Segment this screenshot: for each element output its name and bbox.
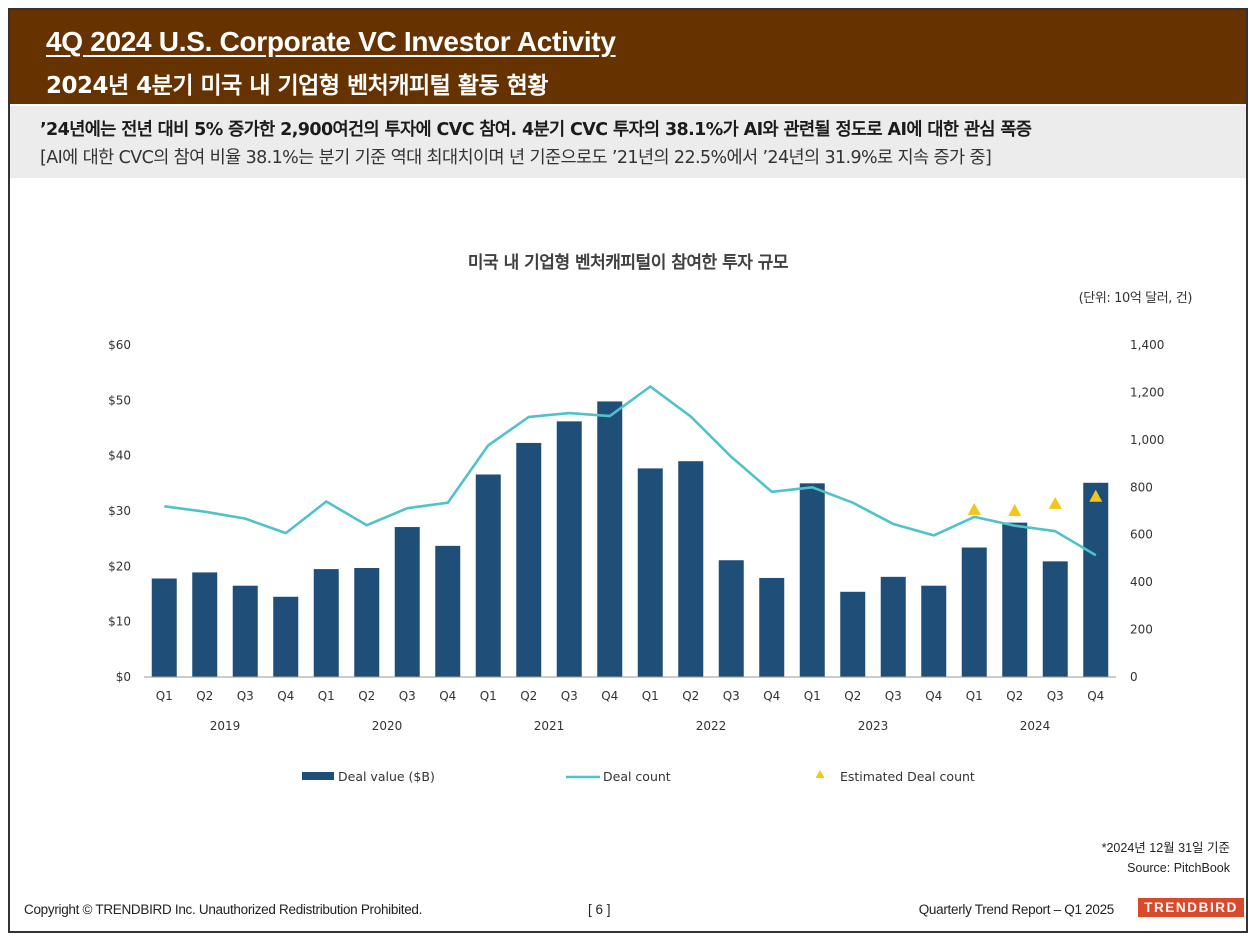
left-axis-tick-label: $10 bbox=[108, 615, 131, 629]
right-axis-tick-label: 200 bbox=[1130, 623, 1153, 637]
bar-deal-value bbox=[961, 547, 987, 677]
footnote-date: *2024년 12월 31일 기준 bbox=[1101, 841, 1230, 855]
bar-deal-value bbox=[1083, 482, 1109, 677]
bar-deal-value bbox=[313, 569, 339, 677]
bar-deal-value bbox=[718, 560, 744, 677]
bar-deal-value bbox=[192, 572, 218, 677]
copyright-text: Copyright © TRENDBIRD Inc. Unauthorized … bbox=[24, 902, 423, 917]
left-axis-tick-label: $50 bbox=[108, 393, 131, 407]
bar-deal-value bbox=[759, 577, 785, 677]
bar-deal-value bbox=[556, 421, 582, 677]
bar-deal-value bbox=[840, 591, 866, 677]
footnote: *2024년 12월 31일 기준 Source: PitchBook bbox=[1102, 838, 1230, 878]
legend-label-deal-value: Deal value ($B) bbox=[338, 769, 435, 784]
x-axis-year-label: 2024 bbox=[1020, 719, 1051, 733]
page-subtitle: 2024년 4분기 미국 내 기업형 벤처캐피털 활동 현황 bbox=[46, 73, 548, 99]
bar-deal-value bbox=[273, 596, 299, 677]
bar-deal-value bbox=[354, 567, 380, 677]
right-axis-tick-label: 800 bbox=[1130, 480, 1153, 494]
left-axis-tick-label: $30 bbox=[108, 504, 131, 518]
x-axis-year-label: 2022 bbox=[696, 719, 727, 733]
line-deal-count bbox=[164, 385, 1097, 557]
x-axis-tick-label: Q3 bbox=[1047, 689, 1064, 703]
bar-deal-value bbox=[1042, 561, 1068, 677]
x-axis-tick-label: Q1 bbox=[804, 689, 821, 703]
bar-deal-value bbox=[232, 585, 258, 677]
bar-deal-value bbox=[678, 461, 704, 677]
summary-detail: [AI에 대한 CVC의 참여 비율 38.1%는 분기 기준 역대 최대치이며… bbox=[40, 148, 992, 168]
x-axis-year-label: 2020 bbox=[372, 719, 403, 733]
legend-swatch-deal-value bbox=[302, 772, 334, 780]
x-axis-tick-label: Q4 bbox=[601, 689, 618, 703]
legend-label-estimated-deal-count: Estimated Deal count bbox=[840, 769, 975, 784]
x-axis-tick-label: Q4 bbox=[277, 689, 294, 703]
right-axis-tick-label: 600 bbox=[1130, 528, 1153, 542]
left-axis-tick-label: $40 bbox=[108, 449, 131, 463]
legend-label-deal-count: Deal count bbox=[603, 769, 671, 784]
bar-deal-value bbox=[151, 578, 177, 677]
bar-deal-value bbox=[516, 442, 542, 677]
x-axis-tick-label: Q1 bbox=[966, 689, 983, 703]
footnote-source: Source: PitchBook bbox=[1127, 861, 1230, 875]
x-axis-tick-label: Q1 bbox=[642, 689, 659, 703]
x-axis-year-label: 2019 bbox=[210, 719, 241, 733]
x-axis-tick-label: Q2 bbox=[844, 689, 861, 703]
marker-estimated-deal-count bbox=[967, 502, 981, 515]
report-name: Quarterly Trend Report – Q1 2025 bbox=[918, 902, 1115, 917]
x-axis-tick-label: Q4 bbox=[925, 689, 942, 703]
bar-deal-value bbox=[921, 585, 947, 677]
x-axis-tick-label: Q1 bbox=[480, 689, 497, 703]
x-axis-tick-label: Q3 bbox=[723, 689, 740, 703]
bar-deal-value bbox=[475, 474, 501, 677]
right-axis-tick-label: 1,400 bbox=[1130, 338, 1164, 352]
x-axis-tick-label: Q2 bbox=[520, 689, 537, 703]
bar-deal-value bbox=[394, 527, 420, 677]
x-axis-tick-label: Q2 bbox=[1006, 689, 1023, 703]
x-axis-tick-label: Q3 bbox=[399, 689, 416, 703]
right-axis-tick-label: 0 bbox=[1130, 670, 1138, 684]
x-axis-tick-label: Q4 bbox=[1087, 689, 1104, 703]
bar-deal-value bbox=[597, 401, 623, 677]
slide-frame: 4Q 2024 U.S. Corporate VC Investor Activ… bbox=[8, 8, 1248, 933]
x-axis-tick-label: Q1 bbox=[318, 689, 335, 703]
x-axis-tick-label: Q2 bbox=[358, 689, 375, 703]
bar-deal-value bbox=[1002, 522, 1028, 677]
x-axis-tick-label: Q2 bbox=[682, 689, 699, 703]
right-axis-tick-label: 1,200 bbox=[1130, 385, 1164, 399]
left-axis-tick-label: $0 bbox=[116, 670, 131, 684]
brand-logo: TRENDBIRD bbox=[1138, 898, 1244, 917]
x-axis-tick-label: Q2 bbox=[196, 689, 213, 703]
summary-headline: ’24년에는 전년 대비 5% 증가한 2,900여건의 투자에 CVC 참여.… bbox=[40, 120, 1032, 140]
x-axis-tick-label: Q4 bbox=[763, 689, 780, 703]
bar-deal-value bbox=[880, 576, 906, 677]
bar-deal-value bbox=[799, 483, 825, 677]
bar-deal-value bbox=[435, 545, 461, 677]
marker-estimated-deal-count bbox=[1048, 496, 1062, 509]
left-axis-tick-label: $20 bbox=[108, 559, 131, 573]
page-title: 4Q 2024 U.S. Corporate VC Investor Activ… bbox=[46, 26, 616, 57]
left-axis-tick-label: $60 bbox=[108, 338, 131, 352]
x-axis-tick-label: Q4 bbox=[439, 689, 456, 703]
x-axis-tick-label: Q3 bbox=[237, 689, 254, 703]
marker-estimated-deal-count bbox=[1008, 504, 1022, 516]
x-axis-year-label: 2021 bbox=[534, 719, 565, 733]
marker-estimated-deal-count bbox=[1089, 489, 1103, 502]
summary-box: ’24년에는 전년 대비 5% 증가한 2,900여건의 투자에 CVC 참여.… bbox=[10, 106, 1246, 178]
x-axis-tick-label: Q3 bbox=[885, 689, 902, 703]
header-bar: 4Q 2024 U.S. Corporate VC Investor Activ… bbox=[10, 10, 1246, 104]
page-number: [ 6 ] bbox=[588, 902, 611, 917]
chart-title: 미국 내 기업형 벤처캐피털이 참여한 투자 규모 bbox=[467, 253, 789, 273]
x-axis-tick-label: Q3 bbox=[561, 689, 578, 703]
bar-deal-value bbox=[637, 468, 663, 677]
right-axis-tick-label: 1,000 bbox=[1130, 433, 1164, 447]
x-axis-year-label: 2023 bbox=[858, 719, 889, 733]
chart-unit-label: (단위: 10억 달러, 건) bbox=[1078, 291, 1193, 306]
right-axis-tick-label: 400 bbox=[1130, 575, 1153, 589]
x-axis-tick-label: Q1 bbox=[156, 689, 173, 703]
legend-swatch-estimated-deal-count bbox=[815, 770, 825, 778]
